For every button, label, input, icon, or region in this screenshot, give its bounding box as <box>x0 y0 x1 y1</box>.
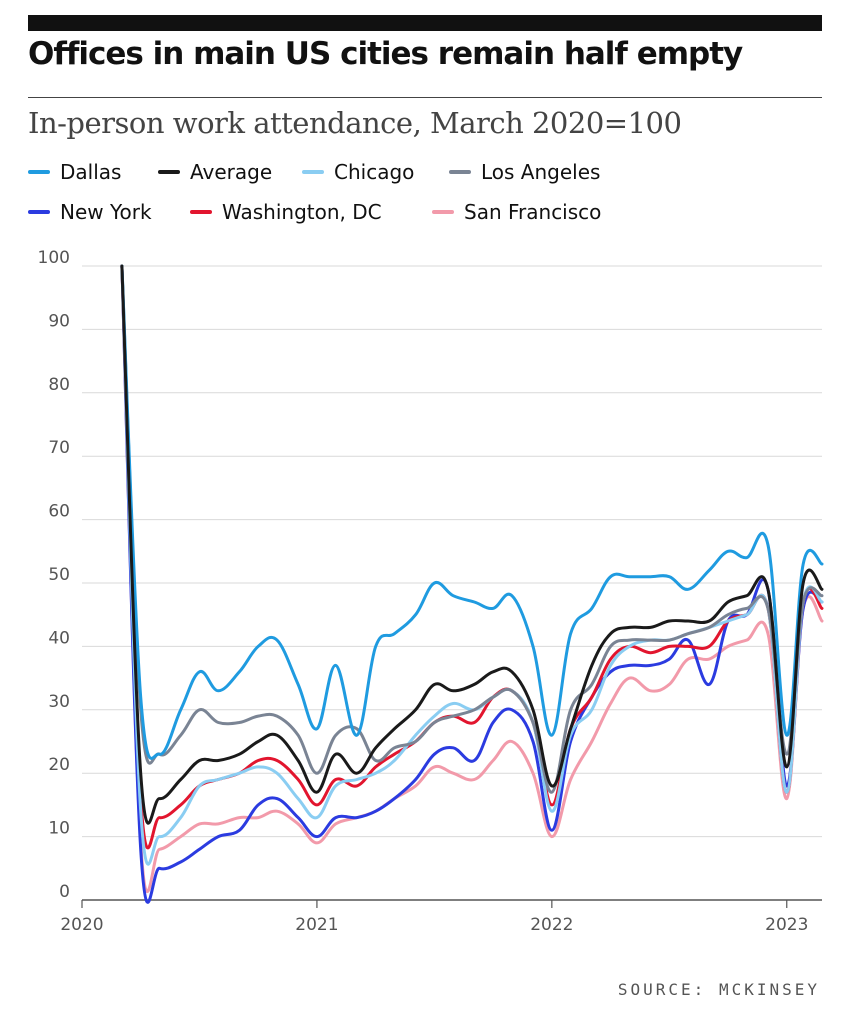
series-lines <box>120 264 824 904</box>
chart-subtitle: In-person work attendance, March 2020=10… <box>28 106 682 140</box>
y-tick-label: 70 <box>48 438 70 458</box>
legend-swatch-chicago <box>302 170 324 174</box>
y-tick-label: 50 <box>48 565 70 585</box>
y-tick-label: 20 <box>48 755 70 775</box>
legend-item-los-angeles: Los Angeles <box>449 160 600 184</box>
y-tick-label: 30 <box>48 692 70 712</box>
gridlines <box>82 265 822 901</box>
legend-item-san-francisco: San Francisco <box>432 200 601 224</box>
legend-item-chicago: Chicago <box>302 160 414 184</box>
x-tick-label: 2022 <box>530 915 573 935</box>
top-bar <box>28 15 822 31</box>
source-note: SOURCE: MCKINSEY <box>617 980 820 999</box>
y-axis: 0 10 20 30 40 50 60 70 80 90 100 <box>38 248 70 902</box>
series-line-average <box>120 264 824 825</box>
series-line-san-francisco <box>120 264 824 893</box>
chart-title: Offices in main US cities remain half em… <box>28 36 743 72</box>
legend-swatch-los-angeles <box>449 170 471 174</box>
legend-item-average: Average <box>158 160 272 184</box>
x-tick-label: 2020 <box>60 915 103 935</box>
title-divider <box>28 97 822 98</box>
legend-swatch-average <box>158 170 180 174</box>
y-tick-label: 80 <box>48 375 70 395</box>
legend-item-new-york: New York <box>28 200 152 224</box>
legend-swatch-dallas <box>28 170 50 174</box>
y-tick-label: 0 <box>59 882 70 902</box>
legend-label-san-francisco: San Francisco <box>464 200 602 224</box>
legend-label-chicago: Chicago <box>334 160 415 184</box>
y-tick-label: 60 <box>48 502 70 522</box>
legend-label-washington-dc: Washington, DC <box>222 200 382 224</box>
legend: Dallas Average Chicago Los Angeles New Y… <box>28 160 828 240</box>
legend-item-washington-dc: Washington, DC <box>190 200 382 224</box>
legend-label-new-york: New York <box>60 200 152 224</box>
series-line-dallas <box>120 264 824 760</box>
legend-swatch-san-francisco <box>432 210 454 214</box>
x-tick-label: 2021 <box>295 915 338 935</box>
legend-label-los-angeles: Los Angeles <box>481 160 601 184</box>
legend-item-dallas: Dallas <box>28 160 121 184</box>
legend-swatch-new-york <box>28 210 50 214</box>
x-axis: 2020 2021 2022 2023 <box>60 900 808 935</box>
y-tick-label: 10 <box>48 819 70 839</box>
y-tick-label: 100 <box>38 248 70 268</box>
x-tick-label: 2023 <box>765 915 808 935</box>
series-line-chicago <box>120 264 824 866</box>
series-line-new-york <box>120 264 824 904</box>
legend-label-average: Average <box>190 160 273 184</box>
y-tick-label: 40 <box>48 628 70 648</box>
series-line-los-angeles <box>120 264 824 794</box>
y-tick-label: 90 <box>48 311 70 331</box>
legend-label-dallas: Dallas <box>60 160 122 184</box>
legend-swatch-washington-dc <box>190 210 212 214</box>
